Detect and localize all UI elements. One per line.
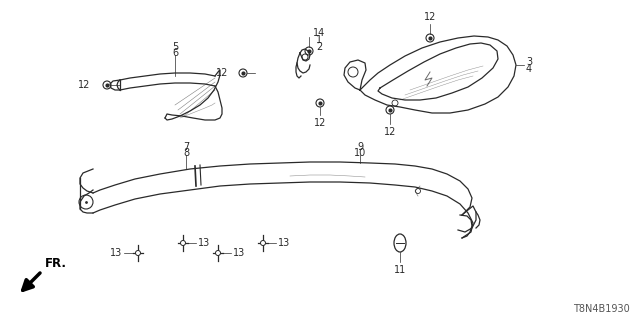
Text: 8: 8 xyxy=(183,148,189,158)
Text: 9: 9 xyxy=(357,142,363,152)
Text: 1: 1 xyxy=(316,35,322,45)
Text: 13: 13 xyxy=(278,238,291,248)
Circle shape xyxy=(136,251,141,255)
Text: 12: 12 xyxy=(314,118,326,128)
Text: T8N4B1930: T8N4B1930 xyxy=(573,304,630,314)
Text: 11: 11 xyxy=(394,265,406,275)
Text: FR.: FR. xyxy=(45,257,67,270)
Text: 12: 12 xyxy=(424,12,436,22)
Text: 2: 2 xyxy=(316,42,323,52)
Circle shape xyxy=(260,241,266,245)
Text: 4: 4 xyxy=(526,64,532,74)
Text: 5: 5 xyxy=(172,42,178,52)
Text: 14: 14 xyxy=(313,28,325,38)
Text: 3: 3 xyxy=(526,57,532,67)
Text: 10: 10 xyxy=(354,148,366,158)
Circle shape xyxy=(216,251,221,255)
Text: 12: 12 xyxy=(77,80,90,90)
Text: 7: 7 xyxy=(183,142,189,152)
Circle shape xyxy=(180,241,186,245)
Text: 13: 13 xyxy=(233,248,245,258)
Text: 13: 13 xyxy=(109,248,122,258)
Text: 6: 6 xyxy=(172,48,178,58)
Text: 12: 12 xyxy=(384,127,396,137)
Text: 12: 12 xyxy=(216,68,228,78)
Text: 13: 13 xyxy=(198,238,211,248)
